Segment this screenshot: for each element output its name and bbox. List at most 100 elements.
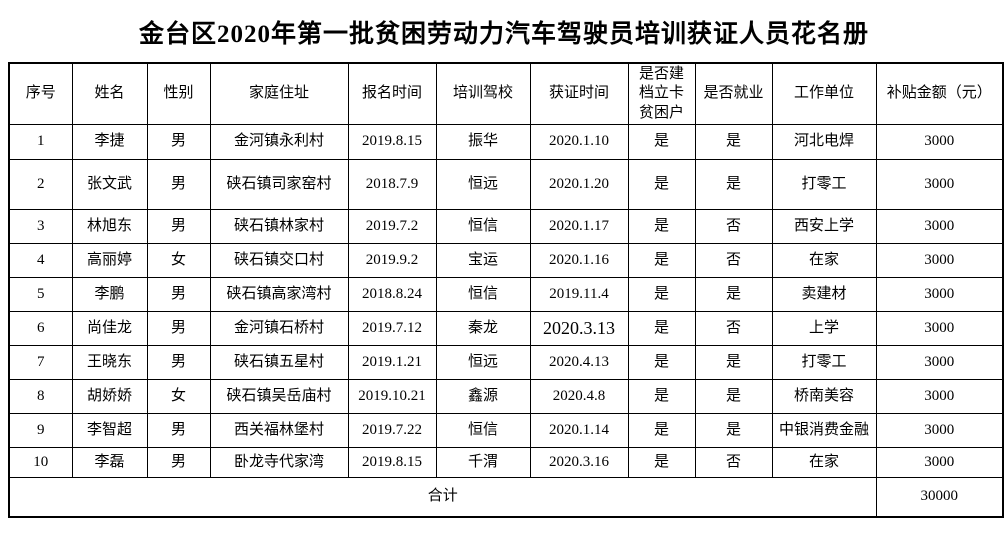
table-cell: 2018.7.9 xyxy=(347,158,437,210)
table-cell: 3000 xyxy=(875,412,1004,448)
total-row: 合计 30000 xyxy=(8,476,1004,518)
table-row: 8 胡娇娇女硖石镇吴岳庙村 2019.10.21 鑫源 2020.4.8 是是桥南美容 30… xyxy=(8,378,1004,414)
roster-table: 序号 姓名 性别 家庭住址 报名时间 培训驾校 获证时间 是否建档立卡贫困户 是否就业 工作单位补… xyxy=(8,62,1004,518)
table-cell: 3000 xyxy=(875,242,1004,278)
table-cell: 男 xyxy=(146,446,211,478)
table-cell: 3000 xyxy=(875,208,1004,244)
table-cell: 是 xyxy=(627,310,696,346)
table-cell: 是 xyxy=(627,208,696,244)
table-cell: 打零工 xyxy=(771,158,877,210)
table-cell: 河北电焊 xyxy=(771,123,877,160)
table-cell: 卖建材 xyxy=(771,276,877,312)
table-cell: 男 xyxy=(146,276,211,312)
table-cell: 8 xyxy=(8,378,73,414)
table-cell: 3000 xyxy=(875,344,1004,380)
table-cell: 中银消费金融 xyxy=(771,412,877,448)
table-cell: 是 xyxy=(627,276,696,312)
table-cell: 秦龙 xyxy=(435,310,531,346)
header-cell: 报名时间 xyxy=(347,62,437,125)
table-cell: 恒信 xyxy=(435,412,531,448)
table-cell: 2020.4.8 xyxy=(529,378,629,414)
table-cell: 5 xyxy=(8,276,73,312)
header-cell: 培训驾校 xyxy=(435,62,531,125)
table-cell: 硖石镇林家村 xyxy=(209,208,349,244)
table-cell: 4 xyxy=(8,242,73,278)
header-cell: 补贴金额（元） xyxy=(875,62,1004,125)
table-cell: 3000 xyxy=(875,123,1004,160)
table-cell: 是 xyxy=(627,344,696,380)
table-row: 5 李鹏男硖石镇高家湾村 2018.8.24 恒信 2019.11.4 是是卖建材 3000 xyxy=(8,276,1004,312)
header-cell: 姓名 xyxy=(71,62,148,125)
table-cell: 2018.8.24 xyxy=(347,276,437,312)
table-row: 2 张文武男硖石镇司家窑村 2018.7.9 恒远 2020.1.20 是是打零工 3000 xyxy=(8,158,1004,210)
table-cell: 是 xyxy=(627,412,696,448)
table-row: 6 尚佳龙男金河镇石桥村 2019.7.12 秦龙 2020.3.13 是否上学 3000 xyxy=(8,310,1004,346)
table-cell: 2019.7.2 xyxy=(347,208,437,244)
header-cell: 性别 xyxy=(146,62,211,125)
header-cell: 序号 xyxy=(8,62,73,125)
table-cell: 李磊 xyxy=(71,446,148,478)
table-cell: 硖石镇五星村 xyxy=(209,344,349,380)
table-cell: 是 xyxy=(694,344,773,380)
table-cell: 2020.1.14 xyxy=(529,412,629,448)
table-cell: 是 xyxy=(694,123,773,160)
table-cell: 2 xyxy=(8,158,73,210)
table-cell: 男 xyxy=(146,344,211,380)
table-header-row: 序号 姓名 性别 家庭住址 报名时间 培训驾校 获证时间 是否建档立卡贫困户 是否就业 工作单位补… xyxy=(8,62,1004,125)
table-cell: 是 xyxy=(694,276,773,312)
table-cell: 金河镇石桥村 xyxy=(209,310,349,346)
table-cell: 是 xyxy=(627,242,696,278)
table-row: 1 李捷男金河镇永利村 2019.8.15 振华 2020.1.10 是是河北电焊 3000 xyxy=(8,123,1004,160)
table-cell: 是 xyxy=(694,412,773,448)
table-cell: 鑫源 xyxy=(435,378,531,414)
table-cell: 男 xyxy=(146,123,211,160)
table-cell: 2020.3.16 xyxy=(529,446,629,478)
table-cell: 2019.8.15 xyxy=(347,446,437,478)
table-cell: 是 xyxy=(627,446,696,478)
table-cell: 2019.9.2 xyxy=(347,242,437,278)
table-cell: 上学 xyxy=(771,310,877,346)
table-cell: 李智超 xyxy=(71,412,148,448)
total-label-cell: 合计 xyxy=(8,476,877,518)
table-cell: 否 xyxy=(694,446,773,478)
table-cell: 金河镇永利村 xyxy=(209,123,349,160)
header-cell: 是否就业 xyxy=(694,62,773,125)
table-cell: 在家 xyxy=(771,446,877,478)
table-cell: 2019.1.21 xyxy=(347,344,437,380)
total-value-cell: 30000 xyxy=(875,476,1004,518)
table-cell: 打零工 xyxy=(771,344,877,380)
table-cell: 桥南美容 xyxy=(771,378,877,414)
table-cell: 硖石镇高家湾村 xyxy=(209,276,349,312)
table-cell: 是 xyxy=(694,378,773,414)
table-cell: 恒远 xyxy=(435,158,531,210)
table-cell: 尚佳龙 xyxy=(71,310,148,346)
table-cell: 卧龙寺代家湾 xyxy=(209,446,349,478)
table-cell: 胡娇娇 xyxy=(71,378,148,414)
table-cell: 3000 xyxy=(875,310,1004,346)
table-cell: 恒远 xyxy=(435,344,531,380)
header-cell: 家庭住址 xyxy=(209,62,349,125)
table-cell: 1 xyxy=(8,123,73,160)
table-cell: 3000 xyxy=(875,158,1004,210)
table-cell: 2019.11.4 xyxy=(529,276,629,312)
table-cell: 2020.4.13 xyxy=(529,344,629,380)
table-cell: 李捷 xyxy=(71,123,148,160)
table-cell: 2020.1.20 xyxy=(529,158,629,210)
table-cell: 男 xyxy=(146,310,211,346)
table-cell: 硖石镇吴岳庙村 xyxy=(209,378,349,414)
table-cell: 6 xyxy=(8,310,73,346)
table-cell: 2019.8.15 xyxy=(347,123,437,160)
table-cell: 2020.1.16 xyxy=(529,242,629,278)
header-cell: 获证时间 xyxy=(529,62,629,125)
table-cell: 是 xyxy=(627,123,696,160)
table-row: 7 王晓东男硖石镇五星村 2019.1.21 恒远 2020.4.13 是是打零工 3000 xyxy=(8,344,1004,380)
table-cell: 2019.10.21 xyxy=(347,378,437,414)
table-cell: 3000 xyxy=(875,378,1004,414)
table-cell: 女 xyxy=(146,378,211,414)
table-cell: 否 xyxy=(694,242,773,278)
table-cell: 2020.3.13 xyxy=(529,310,629,346)
table-cell: 3 xyxy=(8,208,73,244)
table-cell: 张文武 xyxy=(71,158,148,210)
table-cell: 2019.7.22 xyxy=(347,412,437,448)
table-row: 4 高丽婷女硖石镇交口村 2019.9.2 宝运 2020.1.16 是否在家 3000 xyxy=(8,242,1004,278)
